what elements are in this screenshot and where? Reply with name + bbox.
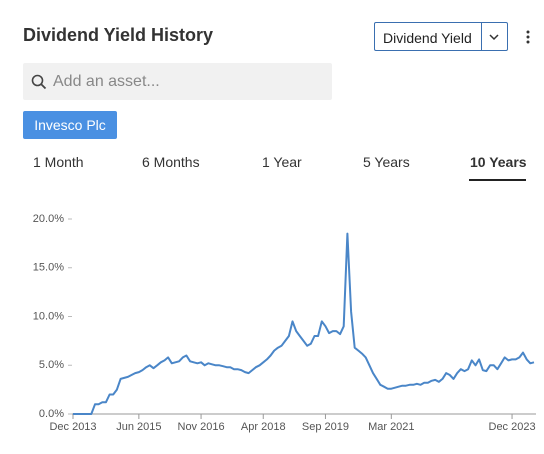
x-tick-label: Sep 2019 [302,421,349,433]
range-tab[interactable]: 1 Month [33,154,84,170]
y-tick-label: 0.0% [39,408,64,420]
x-tick-label: Jun 2015 [116,421,161,433]
y-tick-label: 5.0% [39,359,64,371]
chart: 0.0% 5.0% 10.0% 15.0% 20.0% Dec 2013 Jun 2015 N… [33,213,536,433]
search-icon [31,74,47,90]
range-tab[interactable]: 6 Months [142,154,200,170]
x-tick-label: Apr 2018 [241,421,286,433]
dropdown-label: Dividend Yield [383,30,472,46]
range-tab[interactable]: 10 Years [470,154,527,170]
asset-chip[interactable]: Invesco Plc [23,111,117,139]
y-tick-label: 15.0% [33,262,64,274]
chevron [489,34,499,41]
metric-dropdown[interactable]: Dividend Yield [374,22,508,51]
x-tick-label: Mar 2021 [368,421,414,433]
range-tab[interactable]: 5 Years [363,154,410,170]
x-tick-label: Nov 2016 [178,421,225,433]
active-tab-underline [469,179,526,181]
title: Dividend Yield History [23,25,214,45]
x-tick-label: Dec 2023 [489,421,536,433]
divider [481,23,482,50]
search-placeholder: Add an asset... [53,73,160,90]
x-tick-label: Dec 2013 [49,421,96,433]
y-tick-label: 10.0% [33,310,64,322]
search-box[interactable]: Add an asset... [23,63,332,100]
yield-line [73,232,535,415]
more-menu[interactable] [524,29,532,45]
y-tick-label: 20.0% [33,213,64,225]
range-tab[interactable]: 1 Year [262,154,302,170]
